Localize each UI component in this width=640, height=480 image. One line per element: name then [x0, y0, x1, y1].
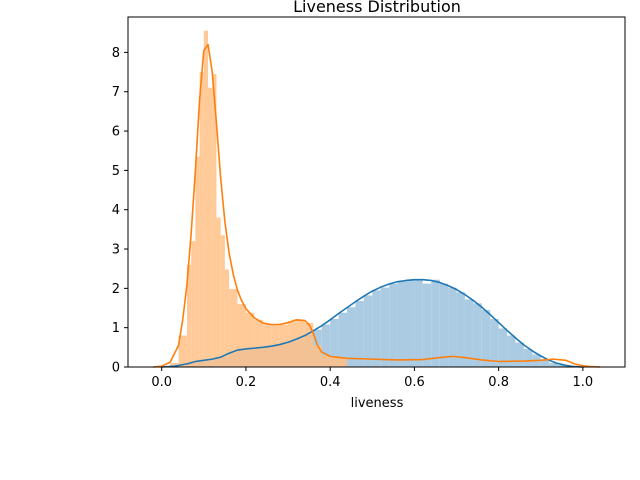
- y-tick-label: 5: [112, 164, 120, 179]
- y-tick-label: 3: [112, 243, 120, 258]
- y-ticks: 0 1 2 3 4 5 6 7 8: [112, 46, 128, 376]
- hist-bar-s1-9: [216, 217, 221, 367]
- hist-bar-s0-28: [397, 281, 406, 367]
- x-tick-label: 0.8: [488, 375, 509, 390]
- y-tick-label: 6: [112, 125, 120, 140]
- hist-bar-s1-20: [296, 319, 305, 367]
- x-tick-label: 0.0: [151, 375, 172, 390]
- kde-line-s1: [152, 43, 601, 368]
- hist-bar-s1-16: [262, 324, 272, 367]
- histogram-layer: [170, 30, 567, 368]
- axes-layer: [127, 16, 626, 368]
- kde-layer: [152, 43, 601, 368]
- kde-line-s0: [160, 278, 584, 368]
- hist-bar-s0-20: [330, 319, 339, 367]
- chart-title: Liveness Distribution: [293, 0, 461, 16]
- hist-bar-s0-37: [473, 303, 482, 367]
- y-tick-label: 8: [112, 46, 120, 61]
- hist-bar-s0-24: [363, 295, 373, 367]
- hist-bar-s1-2: [186, 264, 192, 367]
- hist-bar-s1-10: [220, 235, 225, 367]
- hist-bar-s0-43: [523, 348, 533, 367]
- hist-bar-s0-41: [507, 335, 516, 367]
- hist-bar-s0-35: [456, 292, 465, 367]
- x-axis-label: liveness: [351, 396, 404, 411]
- hist-bar-s0-26: [380, 287, 390, 367]
- hist-bar-s0-32: [431, 279, 440, 367]
- hist-bar-s0-45: [540, 359, 550, 367]
- hist-bar-s1-19: [288, 321, 297, 367]
- hist-bar-s1-6: [203, 30, 209, 367]
- hist-bar-s1-11: [224, 269, 230, 367]
- x-tick-label: 0.6: [404, 375, 425, 390]
- axes-frame: [127, 16, 626, 368]
- hist-bar-s0-36: [464, 299, 474, 367]
- hist-bar-s1-14: [245, 312, 255, 367]
- hist-bar-s1-1: [178, 335, 187, 367]
- hist-bar-s0-46: [549, 363, 558, 367]
- hist-bar-s0-30: [414, 280, 423, 367]
- hist-bar-s0-25: [372, 290, 381, 367]
- hist-bar-s1-0: [170, 363, 179, 367]
- y-tick-label: 1: [112, 321, 120, 336]
- hist-bar-s0-19: [321, 324, 331, 367]
- hist-bar-s0-34: [448, 287, 457, 367]
- hist-bar-s1-21: [304, 322, 314, 367]
- hist-bar-s0-21: [338, 312, 348, 367]
- y-tick-label: 4: [112, 203, 120, 218]
- y-tick-label: 2: [112, 282, 120, 297]
- hist-bar-s1-4: [195, 156, 200, 367]
- hist-bar-s0-31: [422, 283, 432, 367]
- hist-bar-s0-40: [498, 328, 508, 367]
- hist-bar-s0-42: [515, 342, 524, 367]
- x-tick-label: 0.2: [236, 375, 257, 390]
- hist-bar-s1-17: [271, 325, 280, 367]
- hist-bar-s1-24: [330, 357, 339, 367]
- hist-bar-s1-7: [208, 87, 213, 367]
- hist-bar-s0-38: [481, 309, 491, 367]
- x-tick-label: 0.4: [320, 375, 341, 390]
- y-tick-label: 7: [112, 85, 120, 100]
- hist-bar-s1-22: [313, 345, 322, 367]
- hist-bar-s1-25: [338, 358, 348, 367]
- hist-bar-s0-23: [355, 300, 364, 367]
- hist-bar-s1-13: [237, 304, 246, 367]
- hist-bar-s1-5: [199, 72, 204, 367]
- hist-bar-s0-47: [557, 365, 567, 367]
- hist-bar-s1-23: [321, 355, 331, 367]
- hist-bar-s1-8: [212, 74, 217, 368]
- hist-bar-s1-15: [254, 319, 263, 367]
- hist-bar-s0-27: [389, 283, 398, 367]
- hist-bar-s1-18: [279, 324, 289, 367]
- x-tick-label: 1.0: [573, 375, 594, 390]
- hist-bar-s0-39: [490, 319, 499, 367]
- x-ticks: 0.0 0.2 0.4 0.6 0.8 1.0: [151, 367, 593, 390]
- y-tick-label: 0: [112, 361, 120, 376]
- hist-bar-s0-33: [439, 283, 449, 367]
- hist-bar-s0-29: [405, 279, 415, 367]
- hist-bar-s0-22: [347, 307, 356, 367]
- hist-bar-s1-12: [229, 289, 238, 367]
- hist-bar-s1-3: [191, 241, 196, 367]
